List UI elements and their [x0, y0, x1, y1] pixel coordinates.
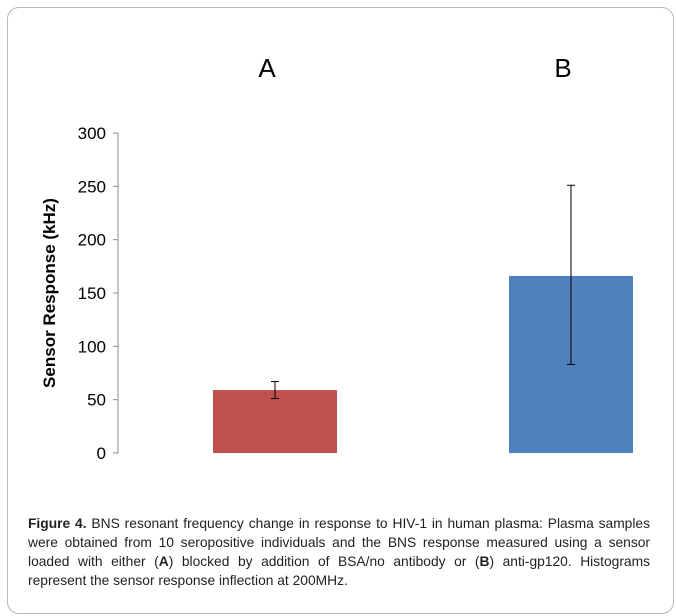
figure-caption: Figure 4. BNS resonant frequency change … — [28, 514, 650, 590]
caption-ref-b: B — [480, 554, 490, 569]
y-tick-label: 300 — [78, 124, 106, 143]
caption-ref-a: A — [159, 554, 169, 569]
caption-label: Figure 4. — [28, 516, 87, 531]
y-tick-label: 250 — [78, 177, 106, 196]
y-axis-label: Sensor Response (kHz) — [40, 198, 59, 388]
bars — [213, 185, 633, 453]
y-tick-label: 0 — [97, 444, 106, 463]
bar-a — [213, 390, 337, 453]
y-tick-label: 150 — [78, 284, 106, 303]
caption-text-2: ) blocked by addition of BSA/no antibody… — [169, 554, 480, 569]
y-tick-label: 50 — [87, 391, 106, 410]
y-axis: 0 50 100 150 200 250 300 — [78, 124, 118, 463]
y-tick-label: 100 — [78, 337, 106, 356]
category-label-a: A — [258, 53, 276, 83]
y-tick-label: 200 — [78, 231, 106, 250]
category-label-b: B — [554, 53, 571, 83]
